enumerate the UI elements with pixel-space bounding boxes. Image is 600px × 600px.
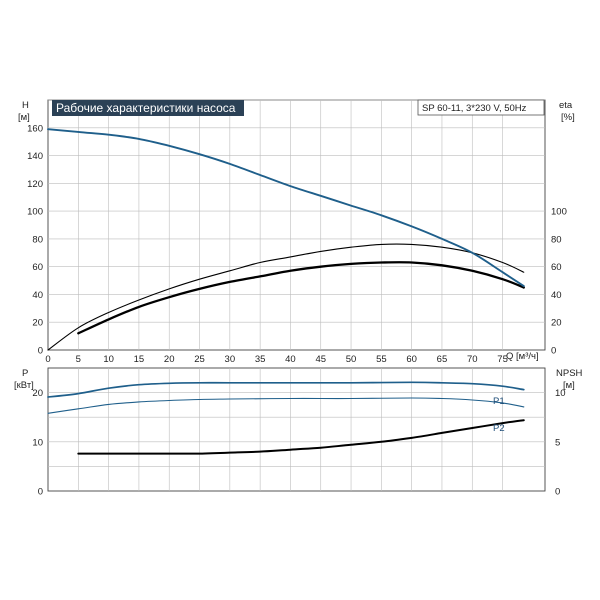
x-tick-label: 75	[497, 354, 508, 365]
chart-title-box	[52, 100, 244, 116]
eta-thin-curve	[47, 243, 525, 351]
p-tick-label: 0	[38, 487, 43, 498]
x-tick-label: 35	[255, 354, 266, 365]
power-plot-frame	[47, 367, 546, 492]
p-tick-label: 20	[32, 388, 43, 399]
x-tick-label: 10	[103, 354, 114, 365]
h-tick-label: 40	[32, 290, 43, 301]
h-tick-label: 140	[27, 151, 43, 162]
x-tick-label: 60	[406, 354, 417, 365]
p-axis-unit: [кВт]	[14, 380, 34, 391]
h-tick-label: 0	[38, 346, 43, 357]
eta-tick-label: 100	[551, 207, 567, 218]
h-tick-label: 60	[32, 262, 43, 273]
h-tick-label: 80	[32, 234, 43, 245]
q-axis-title: Q [м³/ч]	[506, 351, 539, 362]
x-tick-label: 20	[164, 354, 175, 365]
p1-curve	[47, 381, 525, 398]
x-tick-label: 55	[376, 354, 387, 365]
eta-tick-label: 0	[551, 346, 556, 357]
h-tick-label: 160	[27, 123, 43, 134]
model-box	[417, 99, 545, 116]
x-tick-label: 0	[45, 354, 50, 365]
p1-curve-label: P1	[493, 396, 505, 407]
x-tick-label: 70	[467, 354, 478, 365]
x-tick-label: 15	[134, 354, 145, 365]
h-axis-unit: [м]	[18, 112, 30, 123]
npsh-tick-label: 5	[555, 437, 560, 448]
x-tick-label: 30	[225, 354, 236, 365]
head-curve	[47, 128, 525, 288]
eta-tick-label: 60	[551, 262, 562, 273]
x-tick-label: 40	[285, 354, 296, 365]
npsh-axis-title: NPSH	[556, 368, 583, 379]
p-axis-title: P	[22, 368, 28, 379]
p-tick-label: 10	[32, 437, 43, 448]
npsh-tick-label: 10	[555, 388, 566, 399]
x-tick-label: 5	[76, 354, 81, 365]
chart-title: Рабочие характеристики насоса	[56, 101, 236, 115]
eta-tick-label: 20	[551, 318, 562, 329]
eta-tick-label: 40	[551, 290, 562, 301]
eta-axis-title: eta	[559, 100, 573, 111]
model-label: SP 60-11, 3*230 V, 50Hz	[422, 103, 527, 114]
npsh-curve	[77, 419, 525, 455]
h-tick-label: 20	[32, 318, 43, 329]
eta-tick-label: 80	[551, 234, 562, 245]
npsh-tick-label: 0	[555, 487, 560, 498]
p2-curve-label: P2	[493, 423, 505, 434]
x-tick-label: 65	[437, 354, 448, 365]
curves	[47, 128, 525, 455]
h-axis-title: H	[22, 100, 29, 111]
npsh-axis-unit: [м]	[563, 380, 575, 391]
h-tick-label: 100	[27, 207, 43, 218]
eta-axis-unit: [%]	[561, 112, 575, 123]
tick-labels: 0 5 10 15 20 25 30 35 40 45 50 55 60 65 70 750204060801…	[27, 123, 567, 497]
eta-curve	[77, 261, 525, 335]
h-tick-label: 120	[27, 179, 43, 190]
x-tick-label: 50	[346, 354, 357, 365]
x-tick-label: 25	[194, 354, 205, 365]
x-tick-label: 45	[315, 354, 326, 365]
power-plot-grid	[47, 367, 546, 492]
p2-curve	[47, 397, 525, 414]
